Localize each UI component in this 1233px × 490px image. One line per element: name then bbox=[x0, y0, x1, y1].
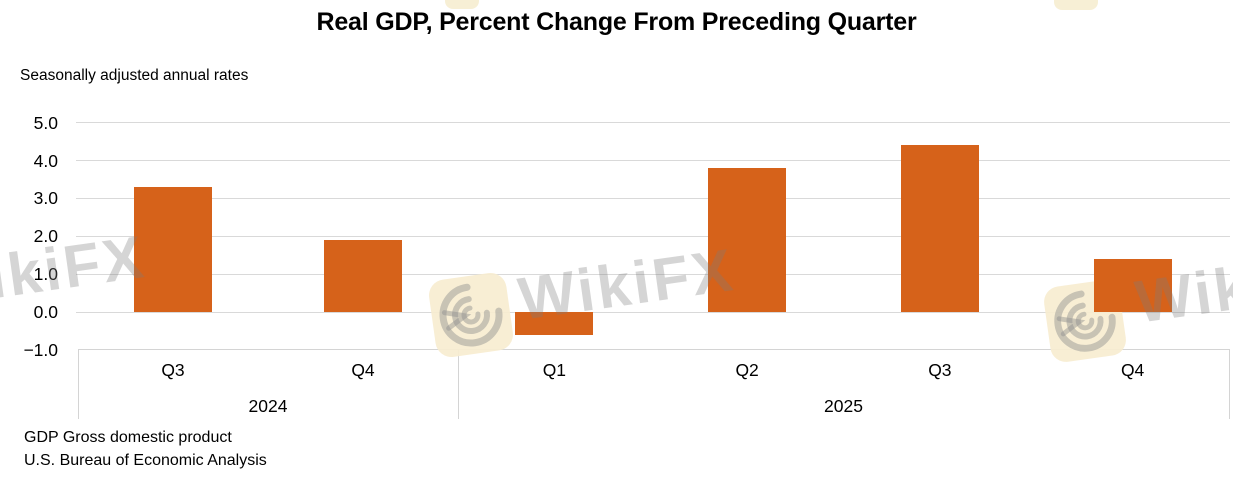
gridline-5.0 bbox=[76, 122, 1230, 124]
x-axis-divider bbox=[1229, 349, 1230, 420]
chart-subtitle: Seasonally adjusted annual rates bbox=[20, 67, 249, 84]
y-axis-tick-label: 2.0 bbox=[33, 226, 58, 247]
y-axis-tick-label: 1.0 bbox=[33, 264, 58, 285]
x-year-label: 2025 bbox=[824, 396, 863, 416]
x-quarter-label: Q4 bbox=[351, 360, 375, 380]
x-quarter-label: Q3 bbox=[928, 360, 952, 380]
gridline-4.0 bbox=[76, 160, 1230, 162]
bar-Q3-2025 bbox=[900, 145, 979, 312]
bar-Q4-2024 bbox=[324, 240, 402, 312]
y-axis-tick-label: 3.0 bbox=[33, 188, 58, 209]
gridline-0.0 bbox=[76, 311, 1230, 313]
footnote-gdp-definition: GDP Gross domestic product bbox=[24, 429, 232, 446]
gridline-3.0 bbox=[76, 197, 1230, 199]
wikifx-eagle-logo bbox=[426, 270, 516, 360]
gridline-2.0 bbox=[76, 235, 1230, 237]
footnote-source-agency: U.S. Bureau of Economic Analysis bbox=[24, 452, 267, 469]
x-axis-line bbox=[78, 349, 1229, 351]
y-axis-tick-label: 0.0 bbox=[33, 302, 58, 322]
y-axis-tick-label: −1.0 bbox=[23, 339, 58, 360]
x-quarter-label: Q3 bbox=[161, 360, 185, 380]
y-axis-tick-label: 5.0 bbox=[33, 112, 58, 133]
x-year-label: 2024 bbox=[248, 396, 288, 416]
chart-title: Real GDP, Percent Change From Preceding … bbox=[316, 8, 917, 36]
bar-Q2-2025 bbox=[708, 168, 787, 312]
bar-Q4-2025 bbox=[1093, 259, 1172, 312]
x-quarter-label: Q2 bbox=[735, 360, 759, 380]
gridline-1.0 bbox=[76, 273, 1230, 275]
bar-Q1-2025 bbox=[515, 312, 594, 335]
x-quarter-label: Q1 bbox=[542, 360, 567, 380]
y-axis-tick-label: 4.0 bbox=[33, 150, 58, 171]
x-axis-divider bbox=[458, 349, 459, 420]
x-axis-divider bbox=[78, 349, 79, 420]
x-quarter-label: Q4 bbox=[1120, 360, 1145, 380]
bar-Q3-2024 bbox=[134, 187, 212, 312]
